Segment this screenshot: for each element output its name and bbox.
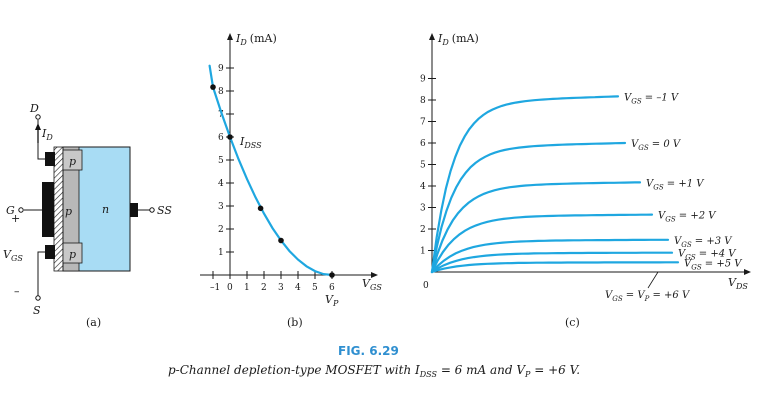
panel-c-y-label: ID (mA): [437, 32, 479, 47]
substrate-contact: [130, 203, 138, 217]
source-terminal: [35, 295, 41, 301]
panel-c-y-tick-label: 2: [420, 225, 426, 235]
panel-c-curve-label: VGS = +3 V: [674, 236, 733, 249]
panel-c-curve-label: VGS = 0 V: [631, 139, 682, 152]
substrate-label: SS: [157, 204, 172, 217]
panel-b-data-point: [278, 237, 284, 244]
panel-b-transfer-chart: ID (mA) VGS –1 0 1 2 3 4 5 6 1 2 3 4 5 6 7 8 9 IDSS VP (b…: [200, 32, 382, 329]
drain-terminal: [35, 114, 41, 120]
panel-c-y-tick-label: 9: [420, 75, 426, 85]
panel-b-y-tick-label: 1: [218, 248, 224, 258]
panel-b-y-label: ID (mA): [235, 32, 277, 47]
panel-b-x-tick-label: –1: [210, 283, 220, 293]
panel-c-y-arrow: [429, 33, 435, 40]
panel-b-data-point: [329, 272, 335, 278]
panel-c-drain-curve: [430, 95, 620, 274]
gate-plus-sign: +: [11, 212, 20, 225]
panel-c-drain-curve: [430, 181, 642, 274]
panel-b-y-tick-label: 9: [218, 64, 224, 74]
pinch-off-leader: [647, 271, 659, 289]
p-channel-label: p: [65, 205, 72, 218]
panel-b-x-tick-label: 1: [244, 283, 250, 293]
figure-caption: p-Channel depletion-type MOSFET with IDS…: [168, 363, 580, 379]
panel-c-y-tick-label: 1: [420, 247, 426, 257]
panel-c-curve-label: VGS = +2 V: [658, 211, 717, 224]
panel-c-curve-label: VGS = +4 V: [678, 249, 737, 262]
gate-contact: [42, 182, 54, 237]
drain-contact: [45, 152, 55, 166]
panel-c-label: (c): [565, 316, 580, 329]
panel-b-y-tick-label: 4: [218, 179, 224, 189]
panel-b-data-point: [210, 84, 216, 90]
panel-b-y-tick-label: 2: [218, 225, 224, 235]
panel-b-x-tick-label: 0: [227, 283, 233, 293]
panel-c-y-tick-label: 3: [420, 204, 426, 214]
panel-b-x-tick-label: 2: [261, 283, 267, 293]
panel-c-drain-chart: ID (mA) VDS 0 1 2 3 4 5 6 7 8 9 VGS = –1 V VGS = 0…: [420, 32, 751, 329]
panel-c-drain-curve: [430, 261, 680, 274]
p-region-label: p: [69, 248, 76, 261]
panel-c-x-label: VDS: [728, 276, 748, 291]
panel-b-x-label: VGS: [362, 277, 382, 292]
panel-b-x-arrow: [371, 272, 378, 278]
panel-c-y-tick-label: 5: [420, 161, 426, 171]
p-region-drain: [62, 149, 83, 171]
panel-c-x-arrow: [744, 269, 751, 275]
panel-c-curve-label: VGS = +1 V: [646, 178, 705, 191]
source-minus-sign: –: [14, 285, 20, 298]
source-contact: [45, 245, 55, 259]
panel-b-x-tick-label: 3: [278, 283, 284, 293]
panel-b-y-tick-label: 3: [218, 202, 224, 212]
n-region-label: n: [102, 203, 109, 216]
gate-label: G: [6, 204, 15, 217]
p-region-label: p: [69, 155, 76, 168]
panel-b-x-tick-label: 5: [312, 283, 318, 293]
source-label: S: [33, 304, 41, 317]
panel-c-drain-curve: [430, 251, 674, 274]
panel-c-curve-label: VGS = +5 V: [684, 258, 743, 271]
pinch-off-label: VGS = VP = +6 V: [605, 290, 691, 303]
panel-b-data-point: [227, 134, 233, 140]
panel-c-curve-label: VGS = –1 V: [624, 92, 680, 105]
vp-label: VP: [325, 293, 339, 308]
panel-b-x-tick-label: 6: [329, 283, 335, 293]
panel-b-data-point: [257, 205, 264, 212]
panel-a-device: p p p n D ID G + S – VGS SS (a): [3, 102, 172, 329]
idss-label: IDSS: [239, 135, 262, 150]
panel-b-x-tick-label: 4: [295, 283, 301, 293]
oxide-layer: [53, 146, 64, 272]
panel-b-y-tick-label: 8: [218, 87, 224, 97]
figure-number: FIG. 6.29: [338, 344, 399, 358]
panel-c-y-tick-label: 7: [420, 118, 426, 128]
vgs-label: VGS: [3, 248, 23, 263]
panel-c-y-tick-label: 8: [420, 96, 426, 106]
substrate-terminal: [149, 207, 155, 213]
panel-b-label: (b): [287, 316, 303, 329]
gate-terminal: [18, 207, 24, 213]
panel-c-origin: 0: [423, 281, 429, 291]
panel-b-transfer-curve: [208, 64, 334, 277]
panel-c-drain-curve: [430, 141, 627, 274]
p-region-source: [62, 242, 83, 264]
panel-b-y-tick-label: 5: [218, 156, 224, 166]
panel-b-y-arrow: [227, 33, 233, 40]
panel-c-y-tick-label: 6: [420, 139, 426, 149]
panel-b-y-tick-label: 7: [218, 110, 224, 120]
drain-label: D: [29, 102, 39, 115]
panel-c-y-tick-label: 4: [420, 182, 426, 192]
panel-a-label: (a): [86, 316, 101, 329]
panel-c-drain-curve: [430, 238, 670, 274]
panel-c-drain-curve: [430, 213, 654, 274]
panel-b-y-tick-label: 6: [218, 133, 224, 143]
id-current-label: ID: [41, 127, 53, 142]
